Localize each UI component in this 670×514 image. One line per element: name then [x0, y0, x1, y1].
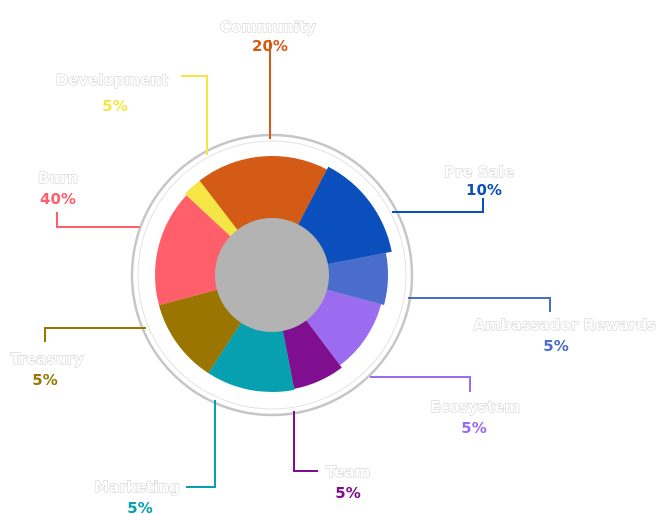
- label-ecosystem: Ecosystem: [430, 398, 520, 416]
- leader-line-team: [293, 411, 318, 472]
- leader-line-pre-sale: [392, 198, 484, 213]
- label-community: Community: [220, 18, 316, 36]
- leader-line-ecosystem: [370, 376, 471, 392]
- outer-ring: [130, 133, 414, 417]
- center-hole: [215, 218, 329, 332]
- percent-development: 5%: [102, 97, 127, 115]
- label-team: Team: [326, 463, 370, 481]
- percent-pre-sale: 10%: [466, 181, 502, 199]
- leader-line-burn: [56, 212, 140, 228]
- percent-community: 20%: [252, 37, 288, 55]
- percent-ambassador-rewards: 5%: [543, 337, 568, 355]
- inner-ring: [137, 140, 407, 410]
- percent-ecosystem: 5%: [461, 419, 486, 437]
- label-development: Development: [56, 71, 168, 89]
- percent-treasury: 5%: [32, 371, 57, 389]
- label-ambassador-rewards: Ambassador Rewards: [473, 316, 656, 334]
- percent-burn: 40%: [40, 190, 76, 208]
- label-treasury: Treasury: [10, 350, 83, 368]
- slice-ambassador-rewards: [272, 252, 389, 306]
- leader-line-development: [181, 75, 208, 155]
- percent-team: 5%: [335, 484, 360, 502]
- leader-line-ambassador-rewards: [408, 297, 551, 312]
- label-burn: Burn: [38, 169, 78, 187]
- leader-line-marketing: [186, 400, 216, 488]
- label-pre-sale: Pre Sale: [444, 163, 514, 181]
- slice-community: [199, 156, 327, 275]
- label-marketing: Marketing: [94, 478, 180, 496]
- leader-line-treasury: [44, 327, 146, 342]
- percent-marketing: 5%: [127, 499, 152, 514]
